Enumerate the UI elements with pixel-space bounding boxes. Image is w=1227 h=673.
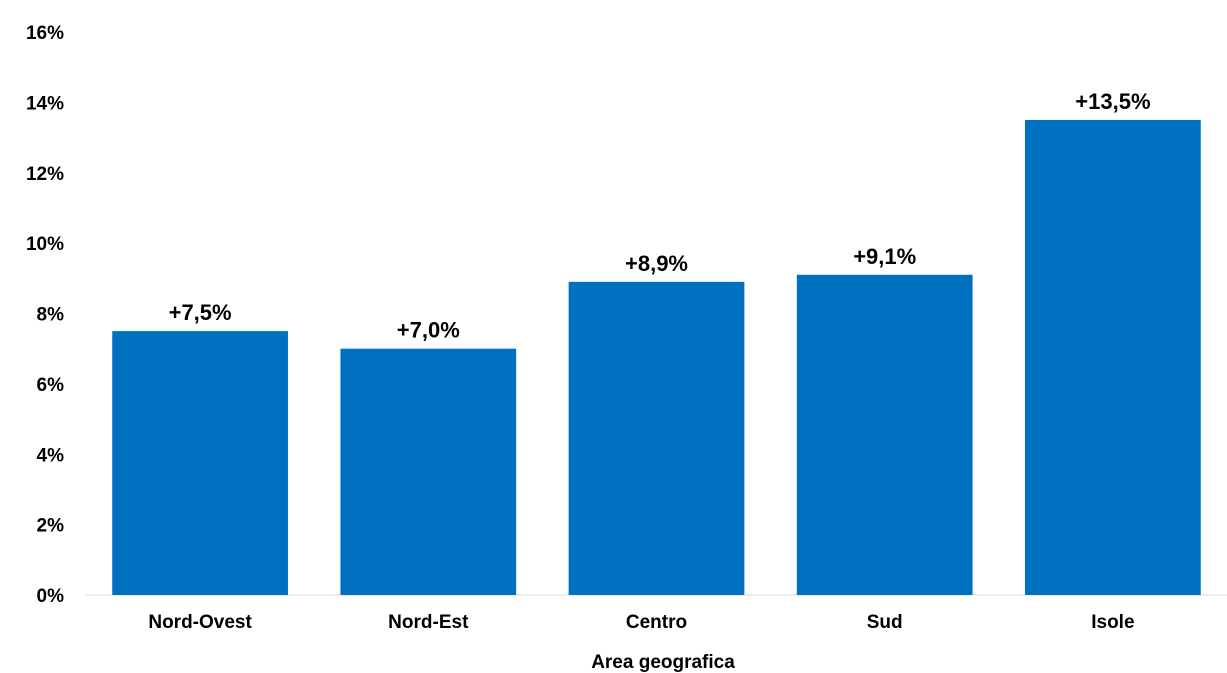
- y-axis-ticks: 0% 2% 4% 6% 8% 10% 12% 14% 16%: [26, 23, 64, 607]
- y-tick-label: 6%: [37, 375, 65, 396]
- y-tick-label: 0%: [37, 586, 65, 607]
- category-label: Centro: [626, 612, 687, 633]
- data-label: +7,5%: [169, 300, 232, 325]
- y-tick-label: 16%: [26, 23, 64, 44]
- bar-isole: [1025, 119, 1201, 595]
- category-label: Nord-Ovest: [148, 612, 252, 633]
- category-label: Sud: [867, 612, 903, 633]
- data-label: +9,1%: [853, 244, 916, 269]
- bar-nord-est: [340, 348, 517, 595]
- data-label: +7,0%: [397, 318, 460, 343]
- y-tick-label: 14%: [26, 93, 64, 114]
- x-axis-title: Area geografica: [591, 652, 735, 673]
- category-label: Nord-Est: [388, 612, 469, 633]
- y-tick-label: 4%: [37, 445, 65, 466]
- category-labels: Nord-Ovest Nord-Est Centro Sud Isole: [148, 612, 1134, 633]
- bar-sud: [796, 274, 973, 595]
- y-tick-label: 8%: [37, 305, 65, 326]
- y-tick-label: 2%: [37, 516, 65, 537]
- bar-nord-ovest: [112, 331, 288, 595]
- data-label: +8,9%: [625, 251, 688, 276]
- category-label: Isole: [1091, 612, 1134, 633]
- bars: +7,5% +7,0% +8,9% +9,1% +13,5%: [112, 89, 1201, 595]
- data-label: +13,5%: [1075, 89, 1150, 114]
- y-tick-label: 12%: [26, 164, 64, 185]
- bar-centro: [568, 281, 745, 595]
- y-tick-label: 10%: [26, 234, 64, 255]
